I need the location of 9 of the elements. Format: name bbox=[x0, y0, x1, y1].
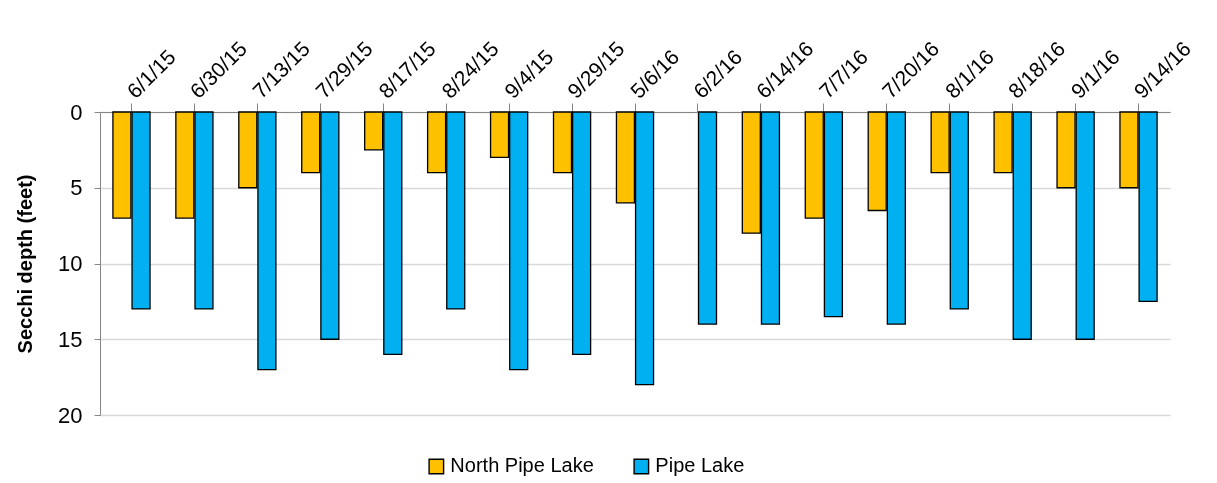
y-tick-label: 10 bbox=[58, 251, 83, 276]
y-tick-label: 0 bbox=[70, 99, 83, 125]
y-tick-label: 5 bbox=[70, 175, 83, 201]
bar bbox=[697, 111, 718, 325]
legend-label: North Pipe Lake bbox=[450, 454, 594, 477]
legend-label: Pipe Lake bbox=[655, 454, 745, 477]
y-tick-label: 20 bbox=[58, 402, 83, 428]
y-tick-label: 15 bbox=[58, 326, 83, 352]
y-axis-title: Secchi depth (feet) bbox=[14, 174, 37, 354]
